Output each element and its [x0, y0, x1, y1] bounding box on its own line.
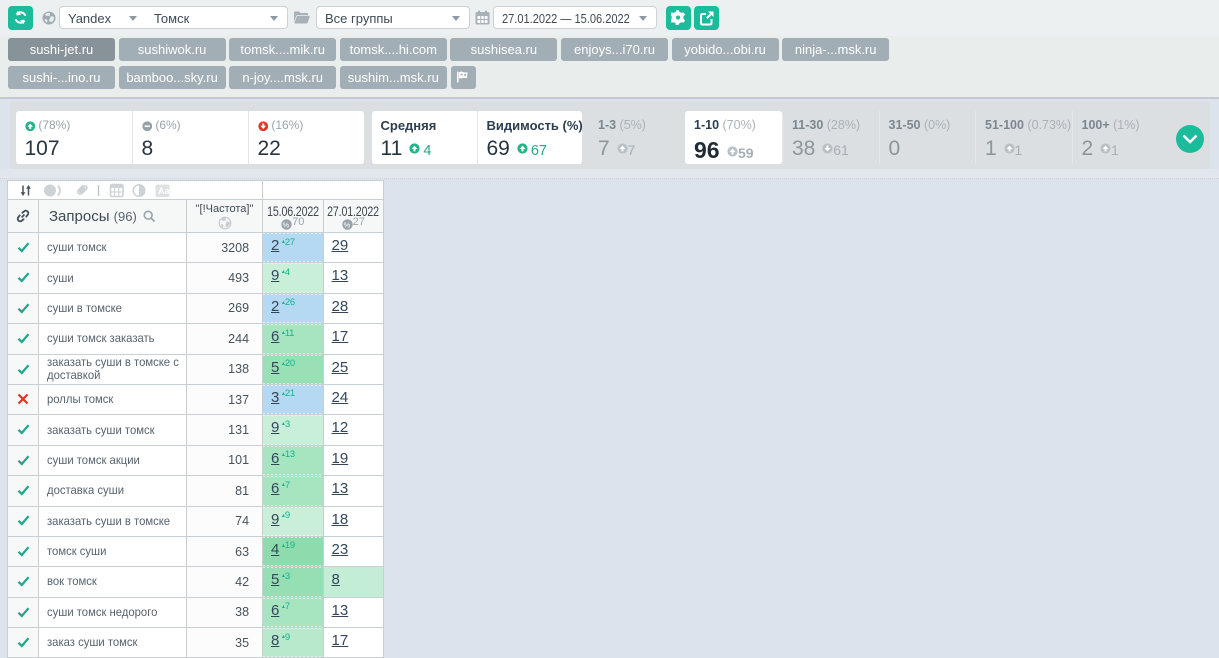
svg-text:%: % [283, 220, 290, 229]
svg-text:Aa: Aa [158, 186, 170, 196]
svg-text:%: % [343, 220, 350, 229]
